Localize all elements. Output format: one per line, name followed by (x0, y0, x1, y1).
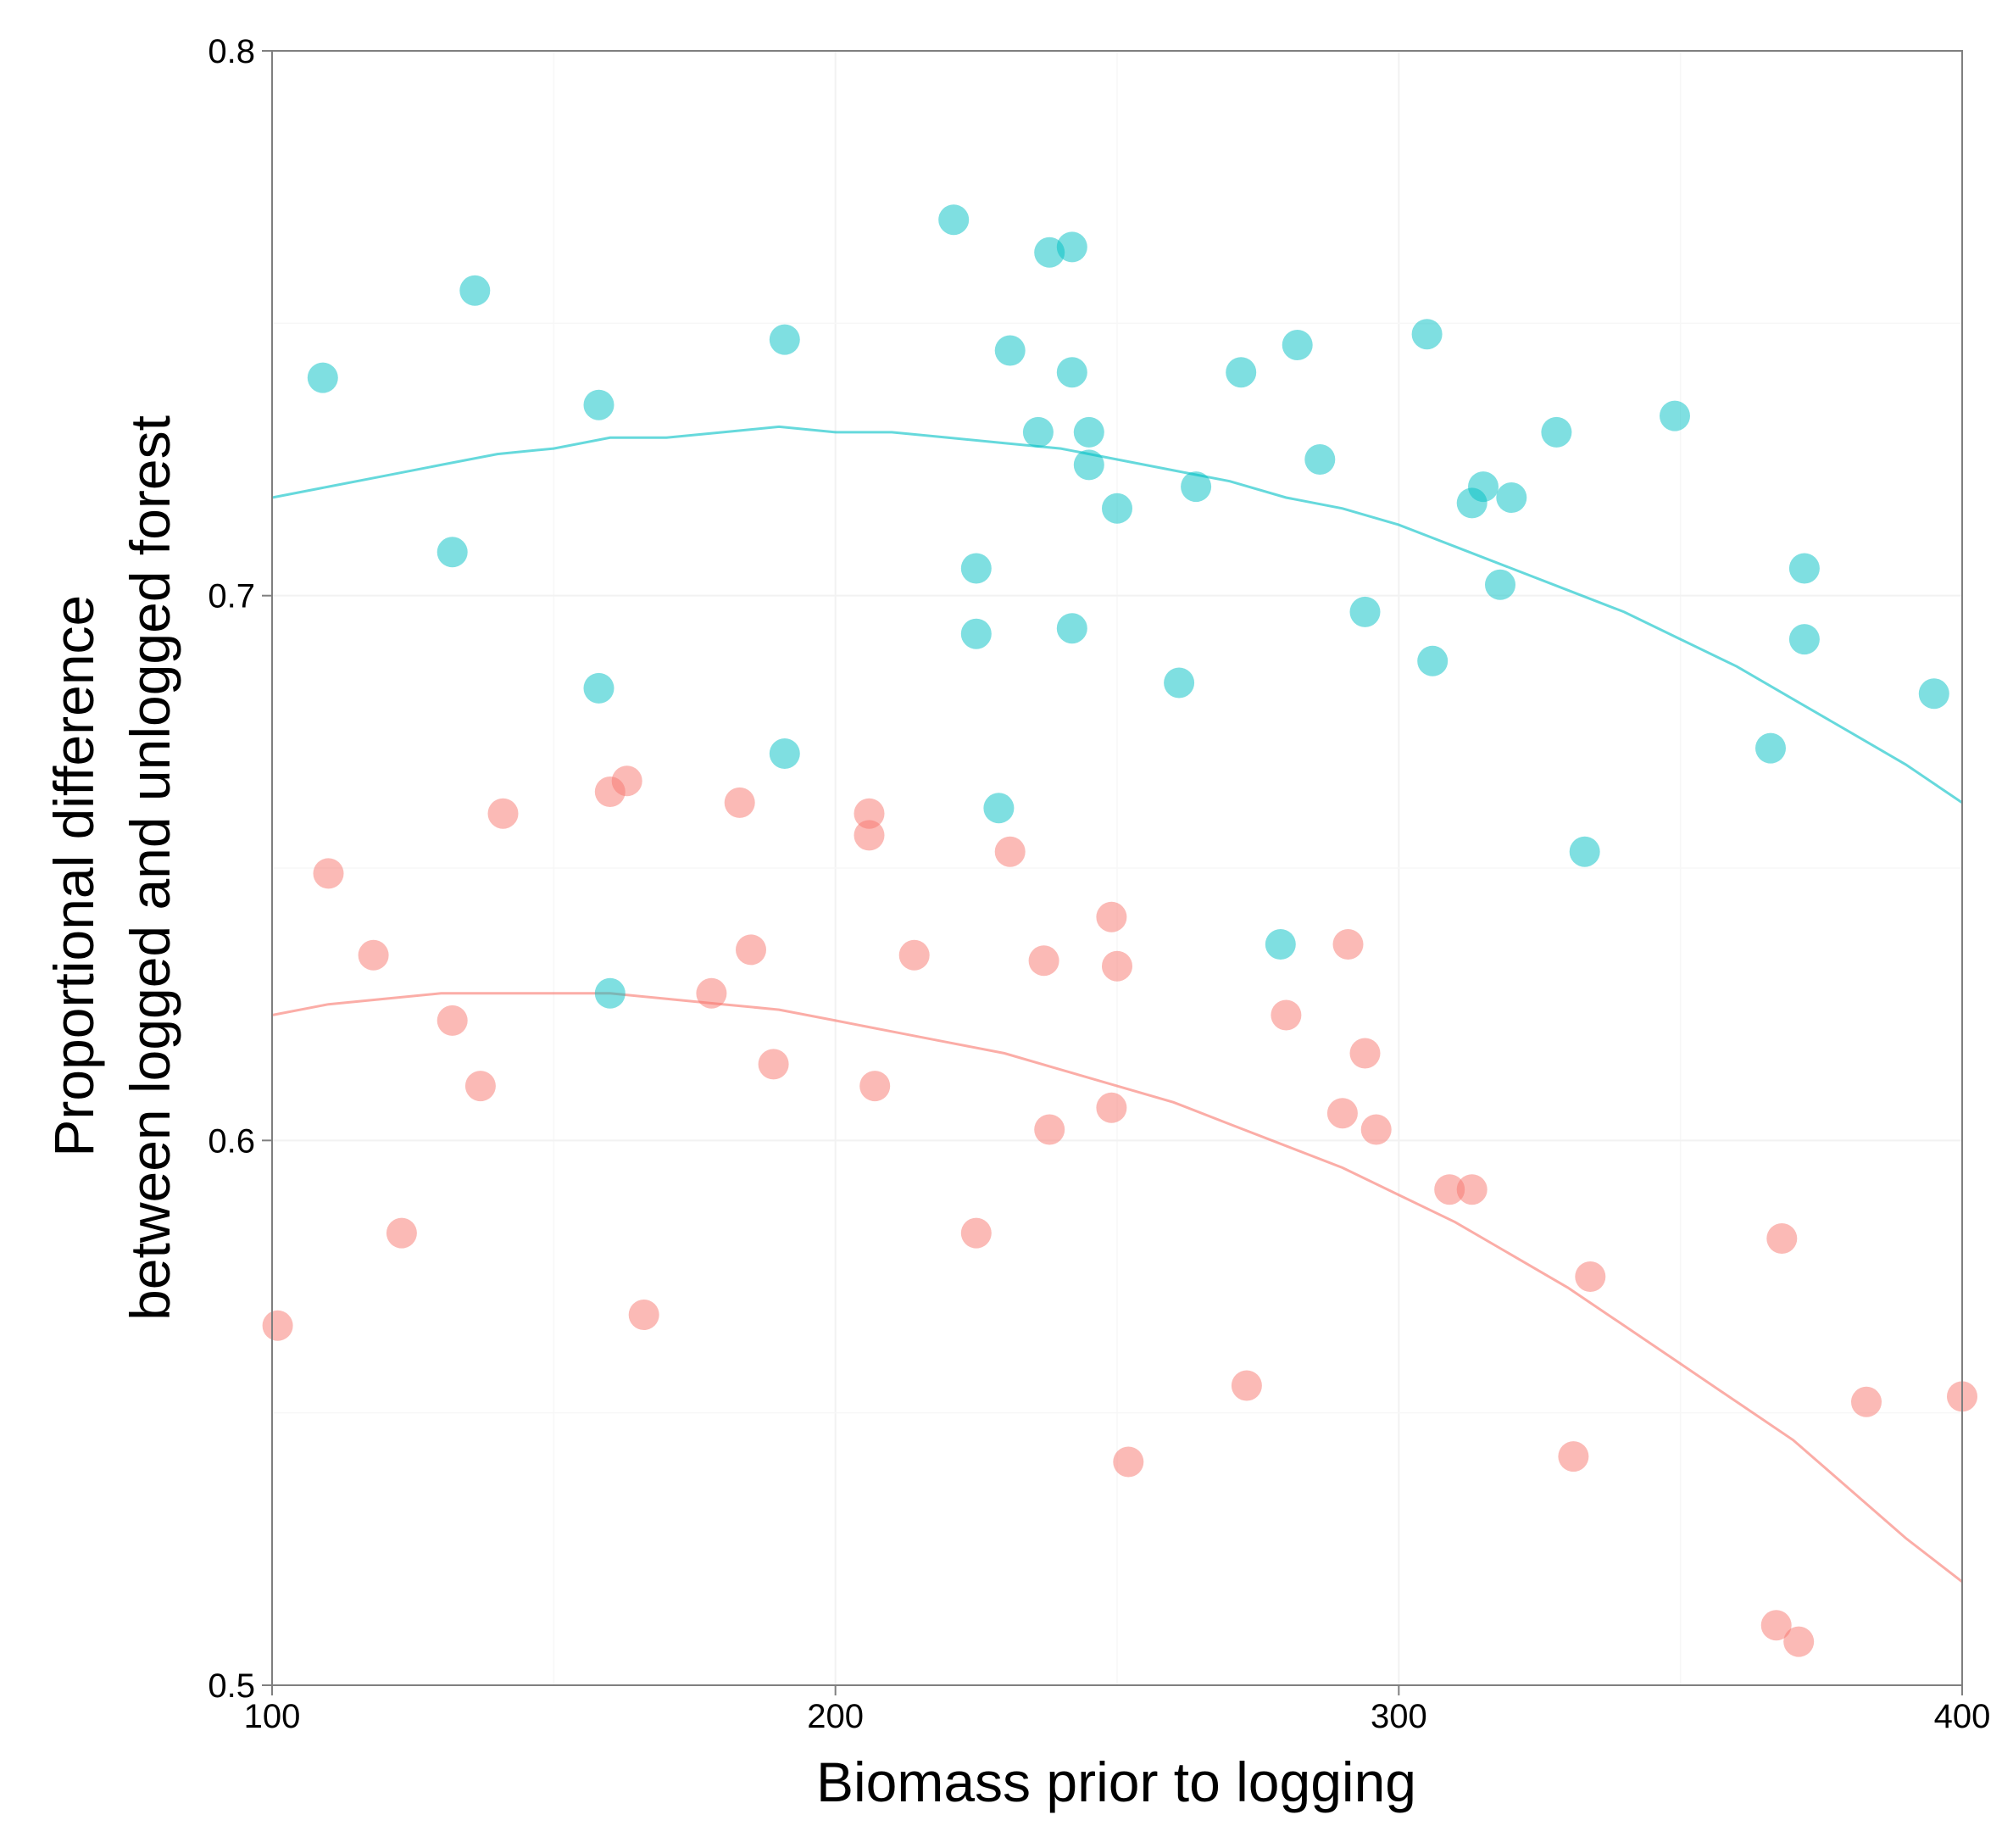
point-series-2 (1569, 836, 1600, 867)
point-series-2 (960, 618, 992, 649)
point-series-1 (1766, 1223, 1798, 1254)
point-series-2 (437, 537, 468, 568)
point-series-1 (1332, 929, 1364, 960)
point-series-2 (594, 977, 626, 1009)
y-tick-label: 0.7 (208, 578, 255, 615)
point-series-2 (1496, 482, 1527, 513)
point-series-2 (1056, 357, 1087, 388)
point-series-1 (1349, 1038, 1381, 1069)
point-series-1 (1231, 1370, 1262, 1401)
point-series-2 (1102, 493, 1132, 524)
point-series-2 (1181, 471, 1212, 503)
point-series-1 (386, 1217, 417, 1249)
y-tick-label: 0.5 (208, 1667, 255, 1705)
point-series-2 (1755, 732, 1786, 764)
point-series-2 (1788, 553, 1820, 584)
point-series-1 (358, 939, 389, 971)
point-series-2 (307, 362, 338, 393)
point-series-1 (960, 1217, 992, 1249)
point-series-1 (1434, 1174, 1465, 1205)
point-series-2 (1226, 357, 1257, 388)
point-series-1 (724, 787, 755, 818)
point-series-2 (1349, 596, 1381, 627)
point-series-1 (1326, 1098, 1358, 1129)
point-series-1 (1034, 1114, 1065, 1145)
point-series-2 (1056, 613, 1087, 644)
point-series-2 (1417, 645, 1449, 676)
point-series-1 (437, 1005, 468, 1036)
point-series-1 (1360, 1114, 1392, 1145)
point-series-1 (1096, 1092, 1127, 1123)
fit-line-series-1 (271, 992, 1963, 1584)
point-series-1 (696, 977, 727, 1009)
point-series-2 (1788, 624, 1820, 655)
x-tick-label: 300 (1371, 1698, 1427, 1735)
point-series-2 (938, 204, 970, 236)
point-series-2 (1541, 416, 1572, 448)
point-series-1 (758, 1049, 789, 1080)
point-series-1 (736, 934, 766, 966)
point-series-1 (1113, 1446, 1144, 1478)
grid (271, 50, 1963, 1686)
point-series-2 (1282, 330, 1313, 360)
point-series-2 (1918, 678, 1949, 710)
point-series-1 (898, 939, 930, 971)
point-series-2 (1056, 231, 1087, 263)
point-series-1 (1851, 1386, 1882, 1417)
fit-line-series-2 (271, 425, 1963, 804)
point-series-1 (1760, 1610, 1792, 1641)
point-series-1 (854, 798, 885, 829)
x-axis-title: Biomass prior to logging (816, 1751, 1416, 1813)
point-series-2 (459, 275, 491, 306)
point-series-1 (464, 1071, 496, 1102)
y-axis-title: Proportional difference between logged a… (42, 415, 181, 1321)
point-series-1 (859, 1071, 891, 1102)
point-series-2 (960, 553, 992, 584)
point-series-2 (1468, 471, 1499, 503)
point-series-2 (1073, 416, 1104, 448)
point-series-1 (854, 820, 885, 851)
x-tick-label: 400 (1934, 1698, 1991, 1735)
x-tick-label: 100 (244, 1698, 301, 1735)
y-axis-title-line-2: between logged and unlogged forest (119, 415, 181, 1321)
point-series-1 (1102, 950, 1132, 982)
fit-lines (271, 425, 1963, 1584)
point-series-2 (1660, 400, 1690, 431)
point-series-1 (487, 798, 519, 829)
point-series-1 (262, 1310, 293, 1341)
point-series-1 (611, 765, 642, 797)
point-series-2 (1485, 569, 1515, 600)
point-series-1 (1575, 1261, 1606, 1292)
point-series-2 (1265, 929, 1296, 960)
point-series-1 (1456, 1174, 1488, 1205)
point-series-2 (583, 389, 614, 420)
point-series-1 (628, 1300, 659, 1330)
point-series-2 (983, 793, 1015, 824)
axes: 100 200 300 400 0.5 0.6 0.7 0.8 (208, 33, 1990, 1735)
point-series-2 (994, 335, 1026, 366)
point-series-2 (1022, 416, 1054, 448)
point-series-1 (1783, 1626, 1815, 1657)
point-series-2 (1411, 319, 1443, 350)
point-series-1 (313, 858, 344, 889)
point-series-1 (994, 836, 1026, 867)
point-series-1 (1028, 945, 1059, 977)
point-series-1 (1271, 999, 1302, 1031)
y-tick-label: 0.8 (208, 33, 255, 70)
point-series-2 (1164, 667, 1195, 699)
point-series-2 (1073, 449, 1104, 481)
point-series-1 (1558, 1441, 1589, 1472)
plot-border (271, 50, 1963, 1686)
x-tick-label: 200 (807, 1698, 864, 1735)
point-series-2 (583, 672, 614, 704)
point-series-2 (769, 324, 800, 355)
data-points (262, 204, 1977, 1657)
point-series-2 (1304, 444, 1336, 475)
y-tick-label: 0.6 (208, 1122, 255, 1160)
point-series-2 (769, 738, 800, 769)
point-series-1 (1096, 901, 1127, 932)
y-axis-title-line-1: Proportional difference (42, 595, 105, 1157)
